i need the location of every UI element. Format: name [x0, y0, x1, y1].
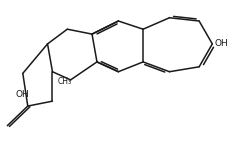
Text: OH: OH — [215, 39, 228, 48]
Text: CH₃: CH₃ — [57, 77, 71, 86]
Text: OH: OH — [16, 90, 30, 99]
